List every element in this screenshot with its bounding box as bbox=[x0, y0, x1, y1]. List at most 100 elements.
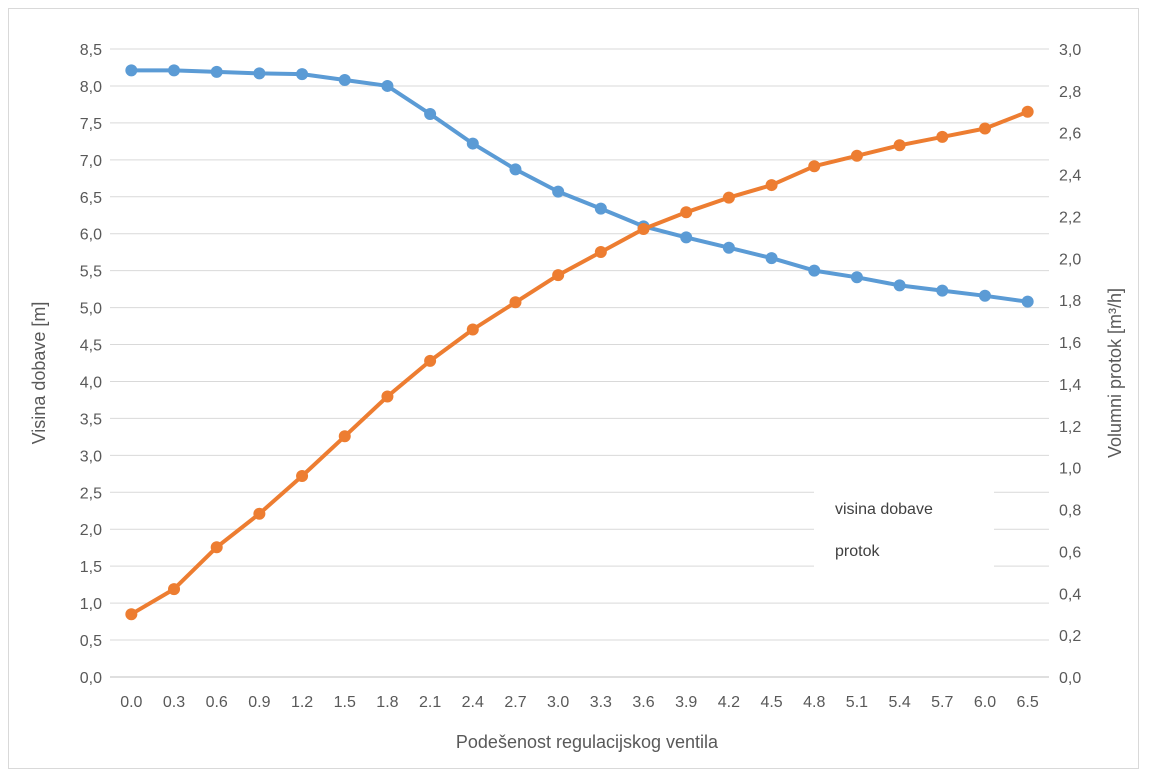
data-point bbox=[381, 390, 394, 403]
data-point bbox=[466, 323, 479, 336]
legend-label-visina-dobave: visina dobave bbox=[835, 501, 933, 518]
data-point bbox=[594, 202, 607, 215]
right-axis-ticks: 0,0 0,2 0,4 0,6 0,8 1,0 1,2 1,4 1,6 1,8 2,0 2,2 2,4 2… bbox=[1059, 42, 1081, 687]
data-point bbox=[893, 139, 906, 152]
data-point bbox=[296, 68, 309, 81]
x-tick-label: 0.0 bbox=[120, 694, 142, 711]
y-tick-label-left: 6,0 bbox=[80, 227, 102, 244]
x-tick-label: 4.2 bbox=[718, 694, 740, 711]
data-point bbox=[893, 279, 906, 292]
data-point bbox=[466, 137, 479, 150]
y-tick-label-left: 0,5 bbox=[80, 633, 102, 650]
data-point bbox=[850, 271, 863, 284]
data-point bbox=[552, 269, 565, 282]
data-point bbox=[552, 185, 565, 198]
y-tick-label-right: 2,0 bbox=[1059, 251, 1081, 268]
x-tick-label: 1.8 bbox=[376, 694, 398, 711]
y-tick-label-right: 2,4 bbox=[1059, 168, 1081, 185]
data-point bbox=[253, 507, 266, 520]
x-tick-label: 0.3 bbox=[163, 694, 185, 711]
y-tick-label-left: 7,0 bbox=[80, 153, 102, 170]
x-tick-label: 2.1 bbox=[419, 694, 441, 711]
x-axis-ticks: 0.0 0.3 0.6 0.9 1.2 1.5 1.8 2.1 2.4 2.7 3.0 3.3 3.6 3… bbox=[120, 694, 1039, 711]
y-tick-label-left: 4,0 bbox=[80, 374, 102, 391]
data-point bbox=[296, 470, 309, 483]
data-point bbox=[424, 108, 437, 121]
x-tick-label: 5.4 bbox=[888, 694, 910, 711]
y-tick-label-left: 2,5 bbox=[80, 485, 102, 502]
y-tick-label-right: 1,4 bbox=[1059, 377, 1081, 394]
x-tick-label: 4.8 bbox=[803, 694, 825, 711]
x-tick-label: 3.3 bbox=[590, 694, 612, 711]
legend-background bbox=[814, 487, 994, 567]
x-tick-label: 3.0 bbox=[547, 694, 569, 711]
legend-label-protok: protok bbox=[835, 543, 880, 560]
series-layer bbox=[125, 64, 1034, 621]
data-point bbox=[936, 284, 949, 297]
data-point bbox=[680, 206, 693, 219]
y-tick-label-right: 2,8 bbox=[1059, 84, 1081, 101]
chart-area: 0,0 0,5 1,0 1,5 2,0 2,5 3,0 3,5 4,0 4,5 5,0 5,5 6,0 6… bbox=[8, 8, 1139, 769]
data-point bbox=[637, 223, 650, 236]
data-point bbox=[936, 130, 949, 143]
data-point bbox=[808, 160, 821, 173]
data-point bbox=[338, 430, 351, 443]
x-tick-label: 4.5 bbox=[760, 694, 782, 711]
y-tick-label-left: 5,0 bbox=[80, 301, 102, 318]
y-tick-label-right: 0,6 bbox=[1059, 544, 1081, 561]
y-tick-label-right: 1,0 bbox=[1059, 461, 1081, 478]
data-point bbox=[680, 231, 693, 244]
y-tick-label-right: 1,8 bbox=[1059, 293, 1081, 310]
y-tick-label-left: 7,5 bbox=[80, 116, 102, 133]
data-point bbox=[808, 264, 821, 277]
y-tick-label-left: 0,0 bbox=[80, 670, 102, 687]
x-tick-label: 3.9 bbox=[675, 694, 697, 711]
y-tick-label-left: 4,5 bbox=[80, 338, 102, 355]
y-tick-label-left: 1,0 bbox=[80, 596, 102, 613]
y-tick-label-left: 3,0 bbox=[80, 448, 102, 465]
x-tick-label: 0.9 bbox=[248, 694, 270, 711]
y-tick-label-right: 1,2 bbox=[1059, 419, 1081, 436]
x-tick-label: 2.4 bbox=[462, 694, 484, 711]
y-tick-label-right: 2,6 bbox=[1059, 126, 1081, 143]
series-protok bbox=[125, 105, 1034, 621]
data-point bbox=[594, 246, 607, 259]
y-tick-label-left: 8,5 bbox=[80, 42, 102, 59]
data-point bbox=[125, 64, 138, 77]
data-point bbox=[168, 64, 181, 77]
data-point bbox=[978, 122, 991, 135]
x-tick-label: 6.0 bbox=[974, 694, 996, 711]
y-axis-title-right: Volumni protok [m³/h] bbox=[1105, 288, 1125, 458]
y-tick-label-right: 2,2 bbox=[1059, 209, 1081, 226]
data-point bbox=[509, 296, 522, 309]
x-tick-label: 2.7 bbox=[504, 694, 526, 711]
y-tick-label-right: 0,8 bbox=[1059, 503, 1081, 520]
left-axis-ticks: 0,0 0,5 1,0 1,5 2,0 2,5 3,0 3,5 4,0 4,5 5,0 5,5 6,0 6… bbox=[80, 42, 102, 687]
data-point bbox=[978, 289, 991, 302]
series-visina-dobave bbox=[125, 64, 1034, 308]
y-tick-label-left: 1,5 bbox=[80, 559, 102, 576]
x-tick-label: 5.1 bbox=[846, 694, 868, 711]
data-point bbox=[722, 241, 735, 254]
x-tick-label: 6.5 bbox=[1017, 694, 1039, 711]
y-tick-label-left: 5,5 bbox=[80, 264, 102, 281]
data-point bbox=[338, 74, 351, 87]
y-tick-label-right: 3,0 bbox=[1059, 42, 1081, 59]
y-tick-label-left: 8,0 bbox=[80, 79, 102, 96]
line-chart: 0,0 0,5 1,0 1,5 2,0 2,5 3,0 3,5 4,0 4,5 5,0 5,5 6,0 6… bbox=[29, 42, 1125, 752]
y-tick-label-right: 1,6 bbox=[1059, 335, 1081, 352]
y-tick-label-left: 2,0 bbox=[80, 522, 102, 539]
x-tick-label: 0.6 bbox=[206, 694, 228, 711]
data-point bbox=[850, 149, 863, 162]
data-point bbox=[210, 541, 223, 554]
data-point bbox=[722, 191, 735, 204]
data-point bbox=[1021, 105, 1034, 118]
data-point bbox=[168, 583, 181, 596]
data-point bbox=[765, 252, 778, 265]
data-point bbox=[509, 163, 522, 176]
x-tick-label: 1.5 bbox=[334, 694, 356, 711]
x-tick-label: 1.2 bbox=[291, 694, 313, 711]
x-axis-title: Podešenost regulacijskog ventila bbox=[456, 732, 719, 752]
series-line bbox=[129, 68, 1030, 304]
y-tick-label-left: 3,5 bbox=[80, 411, 102, 428]
